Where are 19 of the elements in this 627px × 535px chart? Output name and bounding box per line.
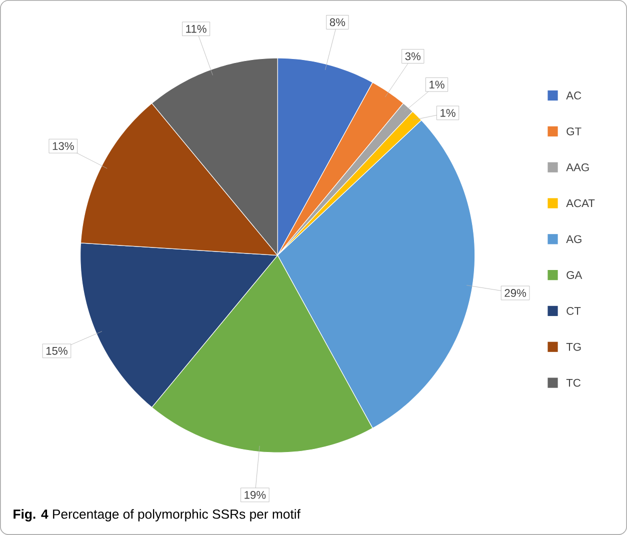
- data-label: 3%: [405, 52, 420, 60]
- data-label: 29%: [504, 289, 526, 297]
- legend-label: AAG: [566, 163, 589, 172]
- legend-label: CT: [566, 307, 581, 315]
- data-label: 1%: [440, 109, 456, 117]
- legend-label: TG: [566, 342, 581, 351]
- data-label: 15%: [46, 347, 68, 355]
- text: Fig. 4 Percentage of polymorphic SSRs per motif: [14, 509, 300, 522]
- legend-label: AG: [566, 235, 582, 244]
- data-label: 11%: [186, 25, 206, 33]
- data-label: 8%: [330, 18, 346, 26]
- legend-label: ACAT: [566, 199, 595, 208]
- legend-label: TC: [566, 378, 581, 387]
- data-label: 1%: [430, 80, 444, 89]
- legend-label: GA: [566, 271, 582, 280]
- data-label: 19%: [244, 491, 266, 499]
- data-label: 13%: [52, 142, 74, 150]
- legend-label: GT: [566, 128, 582, 136]
- legend-label: AC: [566, 92, 582, 100]
